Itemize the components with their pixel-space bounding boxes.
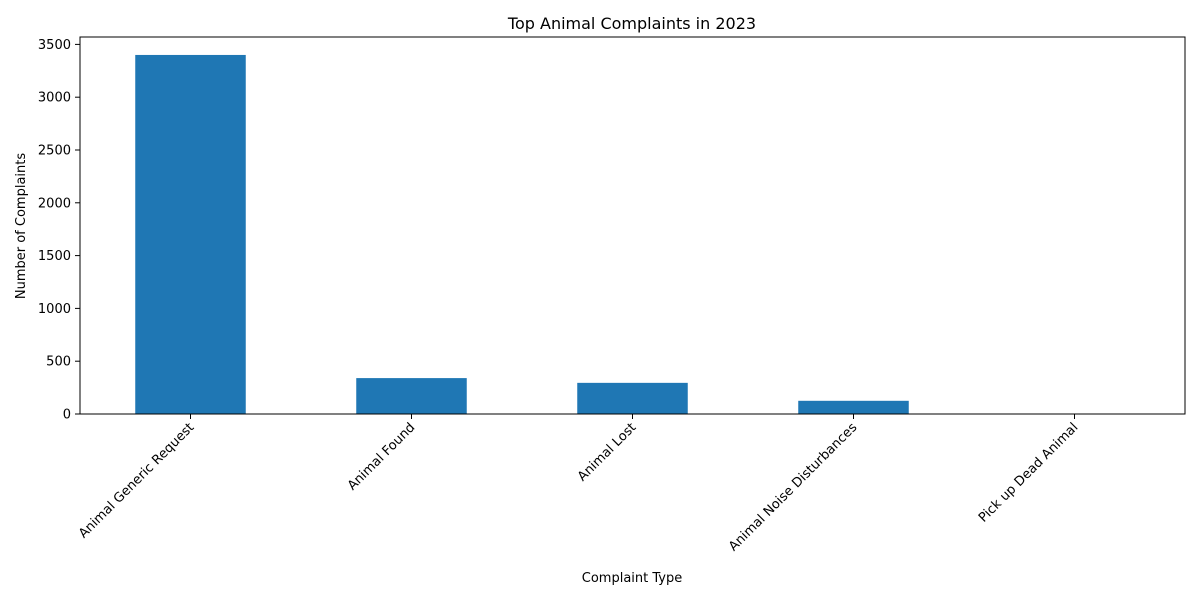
y-tick-label: 1000 (38, 302, 71, 317)
x-tick-label: Animal Generic Request (76, 420, 197, 541)
x-tick-label: Animal Noise Disturbances (726, 420, 860, 554)
y-tick-label: 0 (63, 408, 71, 423)
chart-title: Top Animal Complaints in 2023 (507, 14, 756, 33)
x-tick-label: Animal Found (345, 420, 418, 493)
y-tick-label: 3500 (38, 38, 71, 53)
y-tick-label: 2500 (38, 143, 71, 158)
x-tick-label: Animal Lost (575, 420, 639, 484)
y-tick-label: 3000 (38, 91, 71, 106)
x-axis: Animal Generic Request Animal Found Animal… (76, 414, 1081, 554)
x-tick-label: Pick up Dead Animal (976, 420, 1081, 525)
bars-group (135, 54, 1130, 414)
bar-2 (577, 382, 688, 414)
plot-frame (79, 36, 1186, 415)
y-axis-label: Number of Complaints (14, 153, 29, 299)
y-axis: 0 500 1000 1500 2000 2500 3000 3500 (38, 38, 80, 423)
y-tick-label: 500 (46, 355, 71, 370)
bar-3 (798, 400, 909, 414)
x-axis-label: Complaint Type (582, 571, 682, 586)
y-tick-label: 2000 (38, 196, 71, 211)
bar-0 (135, 54, 246, 414)
y-tick-label: 1500 (38, 249, 71, 264)
bar-1 (356, 378, 467, 414)
